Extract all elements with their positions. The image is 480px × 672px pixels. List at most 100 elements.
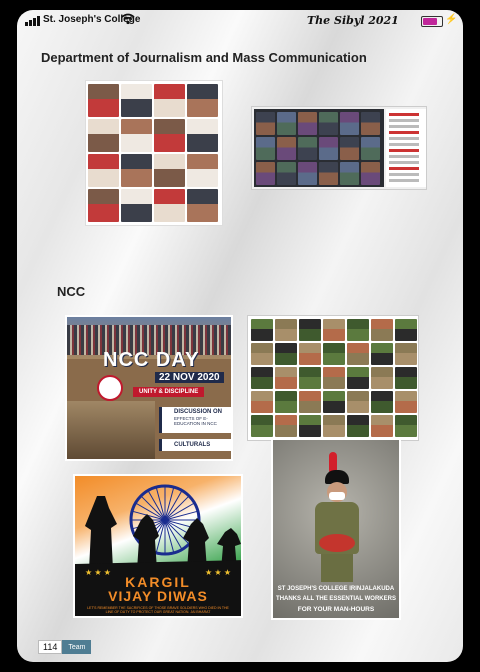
status-bar: St. Joseph's College The Sibyl 2021 ⚡ (17, 10, 463, 32)
placard-photo-tile (88, 154, 119, 187)
cadet-photo-tile (371, 391, 393, 413)
cadet-photo-tile (371, 343, 393, 365)
cadet-photo-tile (395, 391, 417, 413)
video-participant-tile (340, 162, 359, 185)
cadet-photo-tile (251, 391, 273, 413)
cadet-photo-tile (299, 367, 321, 389)
placard-photo-tile (187, 154, 218, 187)
participant-row (389, 173, 419, 176)
ncc-day-poster: NCC DAY 22 NOV 2020 UNITY & DISCIPLINE D… (65, 315, 233, 461)
video-participant-tile (256, 112, 275, 135)
video-participant-tile (319, 137, 338, 160)
page-number: 114 (38, 640, 63, 654)
page-tag: Team (62, 640, 92, 654)
signal-icon (25, 16, 40, 26)
participant-row (389, 119, 419, 122)
video-participant-tile (298, 162, 317, 185)
kargil-line2: VIJAY DIWAS (108, 588, 208, 604)
participant-row (389, 143, 419, 146)
cadet-photo-tile (371, 415, 393, 437)
cadet-photo-tile (371, 367, 393, 389)
magazine-page: St. Joseph's College The Sibyl 2021 ⚡ De… (17, 10, 463, 662)
cadet-photo-tile (347, 367, 369, 389)
cadet-photo-tile (275, 367, 297, 389)
stars-row-left: ★ ★ ★ (85, 568, 111, 577)
kargil-line1: KARGIL (125, 574, 191, 590)
placard-photo-tile (187, 84, 218, 117)
cadet-photo-tile (251, 367, 273, 389)
charging-icon: ⚡ (445, 14, 458, 25)
cadet-photo-tile (347, 343, 369, 365)
placard-photo-tile (121, 119, 152, 152)
placard-photo-tile (121, 84, 152, 117)
cadet-photo-tile (347, 415, 369, 437)
placard-photo-tile (187, 119, 218, 152)
placard-photo-tile (154, 119, 185, 152)
cadet-photo-tile (323, 319, 345, 341)
cadet-photo-tile (275, 415, 297, 437)
participant-row (389, 149, 419, 152)
cadet-photo-tile (299, 343, 321, 365)
placard-photo-tile (88, 189, 119, 222)
video-participant-tile (361, 162, 380, 185)
essential-workers-poster: ST JOSEPH'S COLLEGE IRINJALAKUDA THANKS … (271, 438, 401, 620)
video-participant-tile (277, 137, 296, 160)
cadet-photo-tile (323, 343, 345, 365)
placard-photo-tile (121, 189, 152, 222)
placard-photo-tile (154, 84, 185, 117)
cadet-photo-tile (323, 367, 345, 389)
thanks-line2: THANKS ALL THE ESSENTIAL WORKERS (276, 596, 396, 602)
video-participant-tile (319, 112, 338, 135)
video-participant-tile (256, 162, 275, 185)
cadets-collage-photo (247, 315, 419, 441)
soldier-silhouettes (75, 496, 241, 570)
video-participant-tile (298, 137, 317, 160)
cadet-photo-tile (395, 367, 417, 389)
discussion-topic: EFFECTS OF E-EDUCATION IN NCC (174, 416, 217, 427)
cadet-photo-tile (251, 415, 273, 437)
cadet-photo-tile (347, 391, 369, 413)
video-participant-tile (256, 137, 275, 160)
cadet-photo-tile (251, 343, 273, 365)
participant-row (389, 137, 419, 140)
cadet-photo-tile (275, 391, 297, 413)
cadet-photo-tile (299, 391, 321, 413)
video-participant-tile (277, 112, 296, 135)
video-participant-tile (319, 162, 338, 185)
cadet-photo-tile (323, 391, 345, 413)
participant-row (389, 131, 419, 134)
placard-collage-photo (85, 80, 223, 226)
cadet-photo-tile (275, 343, 297, 365)
ncc-day-title: NCC DAY (103, 349, 200, 371)
kargil-banner: ★ ★ ★ ★ ★ ★ KARGIL VIJAY DIWAS LET'S REM… (75, 566, 241, 616)
video-participant-tile (277, 162, 296, 185)
video-call-screenshot (251, 106, 427, 190)
magazine-brand: The Sibyl 2021 (307, 14, 399, 27)
cadet-photo-tile (299, 319, 321, 341)
placard-photo-tile (88, 84, 119, 117)
placard-photo-tile (187, 189, 218, 222)
participant-row (389, 125, 419, 128)
participant-row (389, 161, 419, 164)
cadet-photo-tile (323, 415, 345, 437)
participant-row (389, 155, 419, 158)
page-footer: 114 Team (38, 640, 92, 654)
video-participant-tile (298, 112, 317, 135)
placard-photo-tile (88, 119, 119, 152)
video-participant-tile (361, 137, 380, 160)
video-participant-tile (361, 112, 380, 135)
discussion-heading: DISCUSSION ON (174, 409, 223, 415)
cadet-photo-tile (395, 319, 417, 341)
cadet-photo-tile (251, 319, 273, 341)
video-participant-tile (340, 112, 359, 135)
stars-row-right: ★ ★ ★ (205, 568, 231, 577)
wifi-icon (121, 13, 135, 25)
participant-row (389, 113, 419, 116)
cadet-photo-tile (395, 415, 417, 437)
ncc-officers-photo (67, 401, 155, 459)
ncc-day-ribbon: UNITY & DISCIPLINE (133, 387, 205, 397)
kargil-tribute: LET'S REMEMBER THE SACRIFICES OF THOSE B… (87, 606, 229, 615)
discussion-card: DISCUSSION ON EFFECTS OF E-EDUCATION IN … (159, 407, 231, 433)
thanks-line3: FOR YOUR MAN-HOURS (297, 606, 375, 613)
video-participant-tile (340, 137, 359, 160)
